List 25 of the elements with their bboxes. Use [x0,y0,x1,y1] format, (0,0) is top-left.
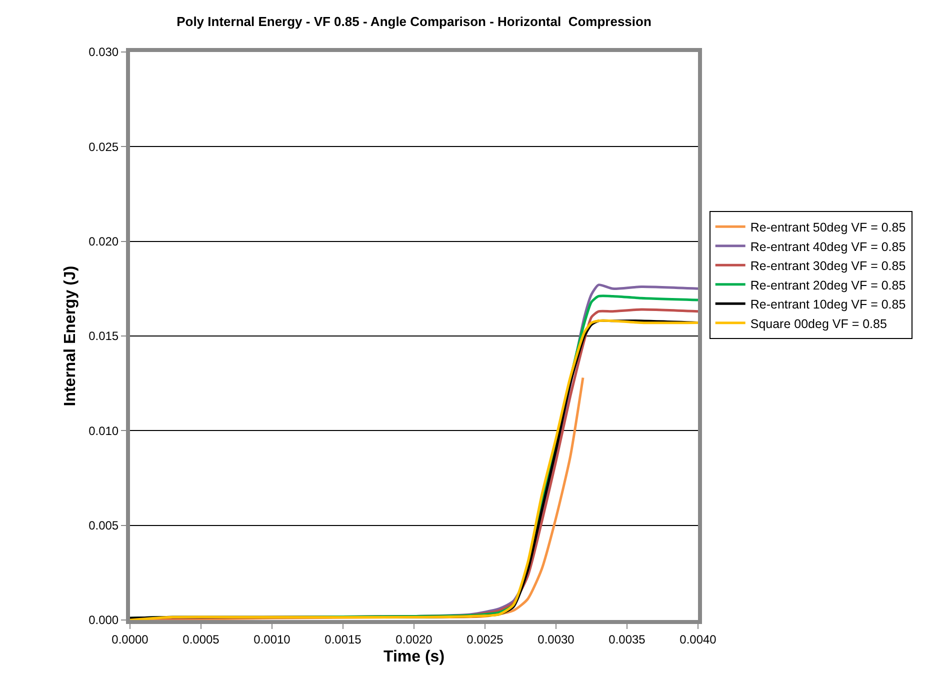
y-tick-label: 0.020 [88,234,119,249]
legend-label: Re-entrant 10deg VF = 0.85 [750,298,906,312]
y-tick-label: 0.015 [88,329,119,344]
y-tick-label: 0.005 [88,518,119,533]
x-tick-label: 0.0035 [608,632,646,646]
x-tick-label: 0.0030 [538,632,575,646]
x-tick-label: 0.0015 [324,632,362,646]
x-axis-title: Time (s) [383,648,445,666]
x-tick-label: 0.0005 [182,632,220,646]
legend-label: Re-entrant 30deg VF = 0.85 [750,259,906,274]
x-tick-label: 0.0000 [112,632,149,646]
y-tick-label: 0.030 [88,45,119,60]
legend-label: Re-entrant 40deg VF = 0.85 [750,240,906,254]
y-tick-label: 0.000 [88,613,119,628]
legend-label: Re-entrant 20deg VF = 0.85 [750,278,906,292]
y-axis-title: Internal Energy (J) [62,266,79,406]
x-tick-label: 0.0040 [680,632,717,646]
legend-label: Re-entrant 50deg VF = 0.85 [750,220,906,235]
y-tick-label: 0.025 [88,140,119,154]
x-tick-label: 0.0025 [466,632,504,646]
x-tick-label: 0.0010 [254,632,291,646]
legend-label: Square 00deg VF = 0.85 [750,316,887,331]
y-tick-label: 0.010 [88,424,119,438]
x-tick-label: 0.0020 [396,632,433,646]
chart-title: Poly Internal Energy - VF 0.85 - Angle Comparison - Horizontal Compression [176,14,652,30]
